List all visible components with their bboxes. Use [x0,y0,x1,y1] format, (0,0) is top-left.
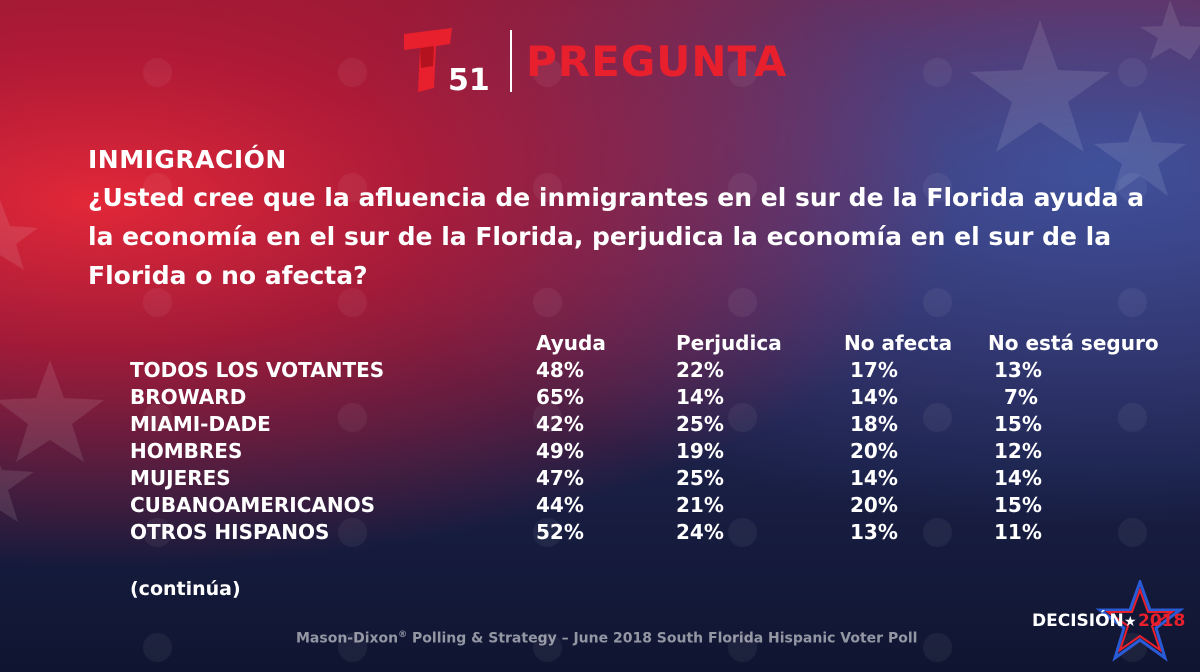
decision-year: 2018 [1138,611,1185,631]
table-cell: 15% [994,411,1042,436]
row-label: OTROS HISPANOS [130,519,330,544]
table-row: MUJERES 47% 25% 14% 14% [130,464,1184,491]
table-cell: 20% [850,492,898,517]
table-cell: 11% [994,519,1042,544]
table-row: TODOS LOS VOTANTES 48% 22% 17% 13% [130,356,1184,383]
table-row: OTROS HISPANOS 52% 24% 13% 11% [130,518,1184,545]
svg-text:★: ★ [1124,614,1137,630]
continued-note: (continúa) [130,578,241,600]
table-cell: 21% [676,492,724,517]
table-cell: 14% [850,465,898,490]
table-cell: 19% [676,438,724,463]
channel-number: 51 [448,63,490,96]
header-divider [510,30,512,92]
table-header-row: Ayuda Perjudica No afecta No está seguro [130,330,1184,356]
table-cell: 13% [850,519,898,544]
section-title: PREGUNTA [526,36,788,86]
table-cell: 18% [850,411,898,436]
table-cell: 49% [536,438,584,463]
table-cell: 13% [994,357,1042,382]
table-cell: 65% [536,384,584,409]
header-cell: No está seguro [988,331,1159,355]
table-cell: 48% [536,357,584,382]
decision-word: DECISIÓN [1032,609,1124,631]
star-shape [1140,0,1200,60]
table-cell: 15% [994,492,1042,517]
question-text: ¿Usted cree que la afluencia de inmigran… [88,183,1145,290]
decision-2018-logo: DECISIÓN ★ 2018 [1032,580,1185,662]
table-cell: 25% [676,465,724,490]
row-label: BROWARD [130,384,247,409]
star-shape [0,360,104,462]
table-cell: 12% [994,438,1042,463]
header: 51 PREGUNTA [400,26,787,96]
header-cell [130,330,536,356]
header-cell: No afecta [844,331,953,355]
registered-mark: ® [398,630,408,640]
results-table: Ayuda Perjudica No afecta No está seguro… [130,330,1184,545]
header-cell: Ayuda [536,331,606,355]
table-cell: 22% [676,357,724,382]
table-row: HOMBRES 49% 19% 20% 12% [130,437,1184,464]
table-cell: 52% [536,519,584,544]
table-cell: 14% [850,384,898,409]
table-cell: 25% [676,411,724,436]
header-cell: Perjudica [676,331,782,355]
table-cell: 7% [1004,384,1038,409]
telemundo-t-logo-icon: 51 [404,28,490,96]
table-cell: 17% [850,357,898,382]
table-row: BROWARD 65% 14% 14% 7% [130,383,1184,410]
decision-star-icon [1095,580,1185,662]
topic-title: INMIGRACIÓN [88,145,287,174]
star-shape [970,20,1110,152]
table-cell: 47% [536,465,584,490]
source-footer: Mason-Dixon® Polling & Strategy – June 2… [296,630,917,647]
table-cell: 20% [850,438,898,463]
row-label: HOMBRES [130,438,243,463]
row-label: CUBANOAMERICANOS [130,492,376,517]
source-detail: Polling & Strategy – June 2018 South Flo… [407,630,918,647]
table-cell: 24% [676,519,724,544]
star-shape [0,200,38,270]
row-label: MIAMI-DADE [130,411,271,436]
star-shape [0,465,34,522]
table-cell: 14% [676,384,724,409]
table-cell: 42% [536,411,584,436]
table-row: CUBANOAMERICANOS 44% 21% 20% 15% [130,491,1184,518]
table-row: MIAMI-DADE 42% 25% 18% 15% [130,410,1184,437]
table-cell: 44% [536,492,584,517]
table-cell: 14% [994,465,1042,490]
row-label: MUJERES [130,465,231,490]
source-name: Mason-Dixon [296,630,399,647]
row-label: TODOS LOS VOTANTES [130,357,385,382]
